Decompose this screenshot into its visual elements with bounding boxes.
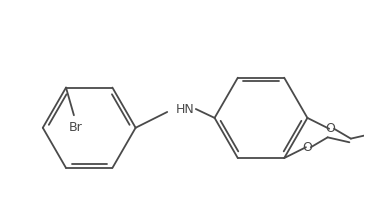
Text: O: O [325,122,335,135]
Text: O: O [302,141,312,154]
Text: HN: HN [176,104,194,117]
Text: Br: Br [69,121,83,134]
